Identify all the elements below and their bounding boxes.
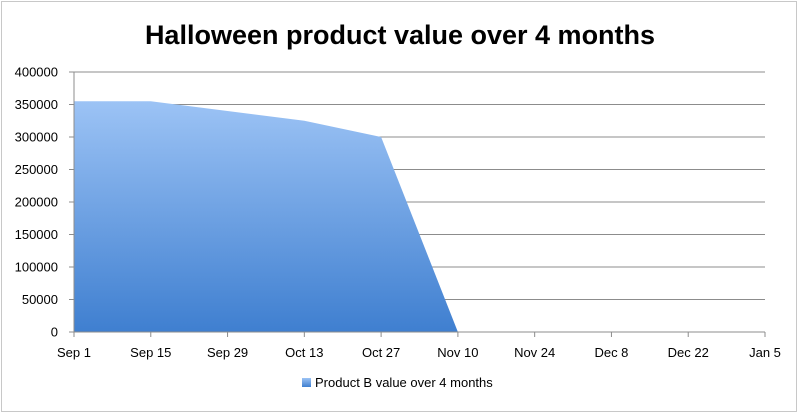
y-tick-label: 50000: [22, 292, 58, 307]
y-axis-tick-labels: 0 50000 100000 150000 200000 250000 300000 3500…: [15, 65, 58, 340]
x-tick-label: Nov 10: [437, 345, 478, 360]
y-tick-label: 150000: [15, 227, 58, 242]
x-tick-label: Nov 24: [514, 345, 555, 360]
series-layer: [74, 101, 458, 332]
y-tick-label: 0: [51, 325, 58, 340]
x-axis-tick-labels: Sep 1 Sep 15 Sep 29 Oct 13 Oct 27 Nov 10 Nov 2…: [57, 345, 781, 360]
x-tick-label: Sep 15: [130, 345, 171, 360]
y-tick-label: 300000: [15, 130, 58, 145]
y-tick-label: 350000: [15, 97, 58, 112]
legend: Product B value over 4 months: [302, 375, 493, 390]
x-tick-label: Oct 13: [285, 345, 323, 360]
y-tick-label: 100000: [15, 260, 58, 275]
series-area: [74, 101, 458, 332]
legend-swatch: [302, 378, 311, 387]
x-tick-label: Sep 1: [57, 345, 91, 360]
x-tick-label: Jan 5: [749, 345, 781, 360]
x-tick-label: Dec 22: [668, 345, 709, 360]
legend-label: Product B value over 4 months: [315, 375, 493, 390]
axes: [69, 71, 766, 337]
x-tick-label: Oct 27: [362, 345, 400, 360]
chart-title: Halloween product value over 4 months: [145, 20, 655, 50]
x-tick-label: Sep 29: [207, 345, 248, 360]
y-tick-label: 400000: [15, 65, 58, 80]
y-tick-label: 200000: [15, 195, 58, 210]
x-tick-label: Dec 8: [594, 345, 628, 360]
y-tick-label: 250000: [15, 162, 58, 177]
